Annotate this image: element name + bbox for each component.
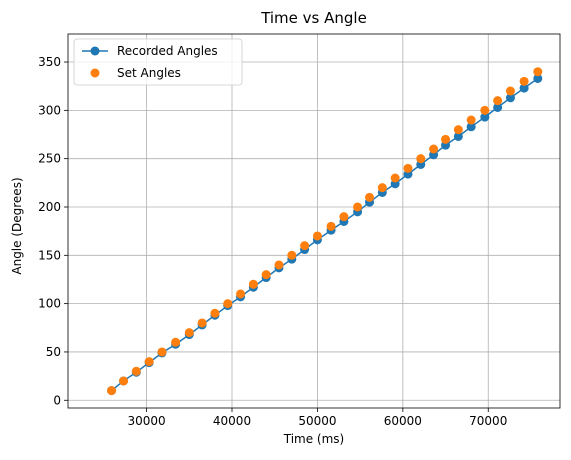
legend-marker-swatch — [90, 68, 100, 78]
legend-entry: Set Angles — [90, 66, 181, 80]
data-point — [365, 192, 375, 202]
chart-title: Time vs Angle — [260, 9, 367, 27]
y-tick-label: 150 — [38, 248, 61, 262]
y-tick-label: 250 — [38, 152, 61, 166]
y-tick-label: 50 — [46, 345, 61, 359]
series-set-angles — [107, 67, 543, 396]
grid-lines — [68, 34, 560, 408]
legend-marker-swatch — [90, 46, 100, 56]
data-point — [505, 93, 515, 103]
y-tick-label: 300 — [38, 103, 61, 117]
data-point — [416, 154, 426, 164]
y-tick-label: 200 — [38, 200, 61, 214]
data-point — [248, 279, 258, 289]
legend-box — [73, 38, 243, 86]
plot-frame — [67, 33, 561, 409]
x-axis-label: Time (ms) — [283, 432, 345, 446]
data-point — [223, 299, 233, 309]
x-tick-label: 70000 — [469, 414, 507, 428]
data-point — [480, 105, 490, 115]
data-point — [453, 125, 463, 135]
data-point — [171, 337, 181, 347]
data-point — [519, 83, 529, 93]
y-axis-ticks: 0 50 100 150 200 250 300 350 — [38, 55, 68, 407]
data-point — [339, 212, 349, 222]
data-point — [119, 376, 129, 386]
data-point — [533, 73, 543, 83]
x-tick-label: 60000 — [384, 414, 422, 428]
data-point — [144, 357, 154, 367]
data-point — [312, 231, 322, 241]
legend-label: Recorded Angles — [117, 44, 218, 58]
x-tick-label: 30000 — [127, 414, 165, 428]
data-point — [493, 96, 503, 106]
data-point — [197, 318, 207, 328]
data-point — [466, 115, 476, 125]
data-point — [505, 86, 515, 96]
data-point — [210, 308, 220, 318]
data-point — [441, 134, 451, 144]
series-line — [111, 77, 539, 392]
data-point — [533, 67, 543, 77]
data-point — [157, 347, 167, 357]
data-point — [353, 202, 363, 212]
y-tick-label: 350 — [38, 55, 61, 69]
data-point — [287, 250, 297, 260]
data-point — [453, 131, 463, 141]
data-point — [519, 76, 529, 86]
data-point — [429, 144, 439, 154]
y-tick-label: 0 — [53, 393, 61, 407]
x-tick-label: 40000 — [213, 414, 251, 428]
x-axis-ticks: 30000 40000 50000 60000 70000 — [127, 408, 507, 428]
x-tick-label: 50000 — [298, 414, 336, 428]
data-point — [403, 163, 413, 173]
legend: Recorded Angles Set Angles — [73, 38, 243, 86]
data-point — [131, 366, 141, 376]
data-point — [184, 328, 194, 338]
data-point — [236, 289, 246, 299]
y-axis-label: Angle (Degrees) — [10, 177, 24, 274]
data-point — [261, 270, 271, 280]
data-point — [466, 122, 476, 132]
data-point — [326, 221, 336, 231]
data-point — [493, 102, 503, 112]
legend-label: Set Angles — [117, 66, 181, 80]
y-tick-label: 100 — [38, 297, 61, 311]
data-point — [274, 260, 284, 270]
data-point — [390, 173, 400, 183]
data-point — [300, 241, 310, 251]
data-point — [107, 386, 117, 396]
legend-entry: Recorded Angles — [82, 44, 218, 58]
series-layer — [107, 67, 543, 396]
data-point — [480, 112, 490, 122]
data-point — [377, 183, 387, 193]
